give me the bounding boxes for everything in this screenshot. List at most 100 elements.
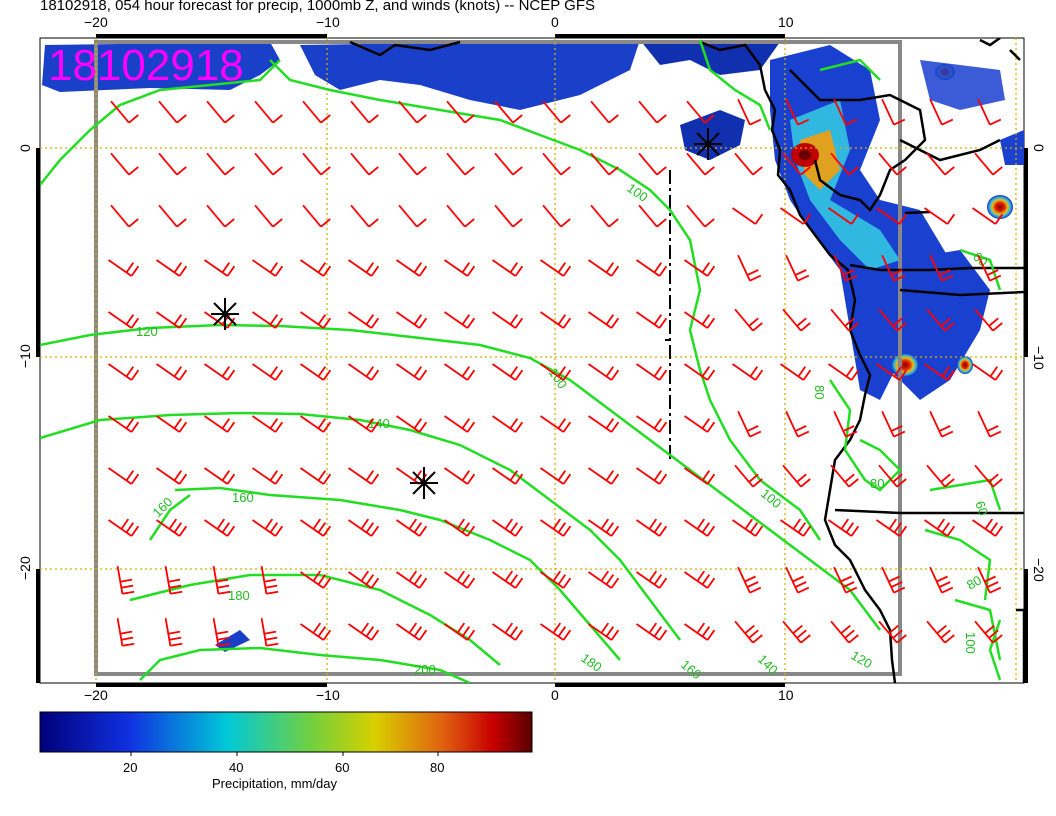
- wind-barb: [590, 100, 619, 124]
- wind-barb: [251, 415, 284, 433]
- wind-barb: [347, 467, 380, 485]
- wind-barb: [587, 363, 620, 381]
- wind-barb: [974, 152, 1003, 176]
- wind-barb: [395, 622, 428, 641]
- contour-label: 80: [964, 572, 984, 592]
- wind-barb: [299, 363, 332, 381]
- wind-barb: [926, 620, 955, 644]
- wind-barb: [929, 566, 954, 594]
- wind-barb: [929, 254, 954, 282]
- wind-barb: [587, 570, 620, 589]
- star-marker: [211, 298, 239, 330]
- wind-barb: [347, 259, 380, 277]
- wind-barb: [110, 100, 139, 124]
- wind-barb: [347, 622, 380, 641]
- wind-barb: [107, 467, 140, 485]
- wind-barb: [203, 467, 236, 485]
- wind-barb: [494, 152, 523, 176]
- wind-barb: [878, 620, 907, 644]
- wind-barb: [164, 566, 183, 595]
- wind-barb: [155, 363, 188, 381]
- axis-bars: [36, 34, 1028, 687]
- wind-barb: [299, 622, 332, 641]
- wind-barb: [686, 152, 715, 176]
- wind-barb: [590, 152, 619, 176]
- wind-barb: [302, 204, 331, 228]
- wind-barb: [785, 254, 810, 282]
- wind-barb: [155, 518, 188, 537]
- wind-barb: [158, 204, 187, 228]
- lon-label: 0: [551, 14, 559, 30]
- wind-barb: [443, 467, 476, 485]
- wind-barb: [299, 415, 332, 433]
- wind-barb: [347, 518, 380, 537]
- wind-barb: [830, 308, 859, 332]
- wind-barb: [542, 152, 571, 176]
- wind-barb: [782, 464, 811, 488]
- wind-barb: [116, 618, 135, 647]
- wind-barb: [302, 100, 331, 124]
- wind-barb: [203, 518, 236, 537]
- wind-barb: [923, 363, 956, 381]
- wind-barb: [539, 570, 572, 589]
- precip-field: [42, 40, 1024, 652]
- wind-barb: [635, 518, 668, 537]
- wind-barb: [830, 464, 859, 488]
- wind-barb: [155, 259, 188, 277]
- wind-barb: [635, 259, 668, 277]
- contour-label: 180: [228, 588, 250, 603]
- wind-barb: [251, 259, 284, 277]
- wind-barb: [683, 415, 716, 433]
- wind-barb: [299, 467, 332, 485]
- lat-label: −20: [17, 556, 33, 580]
- wind-barb: [491, 259, 524, 277]
- left-lat-labels: 0 −10 −20: [17, 144, 33, 580]
- wind-barb: [683, 467, 716, 485]
- star-markers: [211, 128, 722, 499]
- wind-barb: [443, 259, 476, 277]
- wind-barb: [929, 410, 954, 438]
- wind-barb: [635, 467, 668, 485]
- top-lon-labels: −20 −10 0 10: [84, 14, 794, 30]
- wind-barb: [686, 204, 715, 228]
- wind-barb: [302, 152, 331, 176]
- wind-barb: [350, 100, 379, 124]
- wind-barb: [683, 259, 716, 277]
- wind-barb: [491, 467, 524, 485]
- wind-barb: [158, 152, 187, 176]
- lat-label: 0: [17, 144, 33, 152]
- wind-barb: [785, 566, 810, 594]
- colorbar-label: 80: [430, 760, 444, 775]
- wind-barb: [203, 363, 236, 381]
- wind-barb: [977, 254, 1002, 282]
- contour-label: 200: [414, 662, 436, 677]
- wind-barb: [590, 204, 619, 228]
- wind-barb: [683, 311, 716, 329]
- wind-barb: [395, 570, 428, 589]
- contour-label: 160: [232, 490, 254, 505]
- wind-barb: [830, 620, 859, 644]
- star-marker: [694, 128, 722, 160]
- wind-barb: [443, 311, 476, 329]
- wind-barb: [881, 254, 906, 282]
- wind-barb: [443, 363, 476, 381]
- wind-barb: [587, 415, 620, 433]
- wind-barb: [110, 204, 139, 228]
- wind-barb: [881, 410, 906, 438]
- wind-barb: [827, 363, 860, 381]
- lon-label: −10: [316, 687, 340, 703]
- wind-barb: [395, 259, 428, 277]
- wind-barb: [731, 518, 764, 537]
- wind-barb: [251, 363, 284, 381]
- wind-barb: [587, 518, 620, 537]
- contour-label: 100: [963, 632, 978, 654]
- wind-barb: [347, 311, 380, 329]
- wind-barb: [833, 566, 858, 594]
- wind-barb: [347, 363, 380, 381]
- wind-barb: [827, 518, 860, 537]
- wind-barb: [203, 259, 236, 277]
- wind-barb: [539, 415, 572, 433]
- wind-barb: [782, 620, 811, 644]
- wind-barb: [443, 570, 476, 589]
